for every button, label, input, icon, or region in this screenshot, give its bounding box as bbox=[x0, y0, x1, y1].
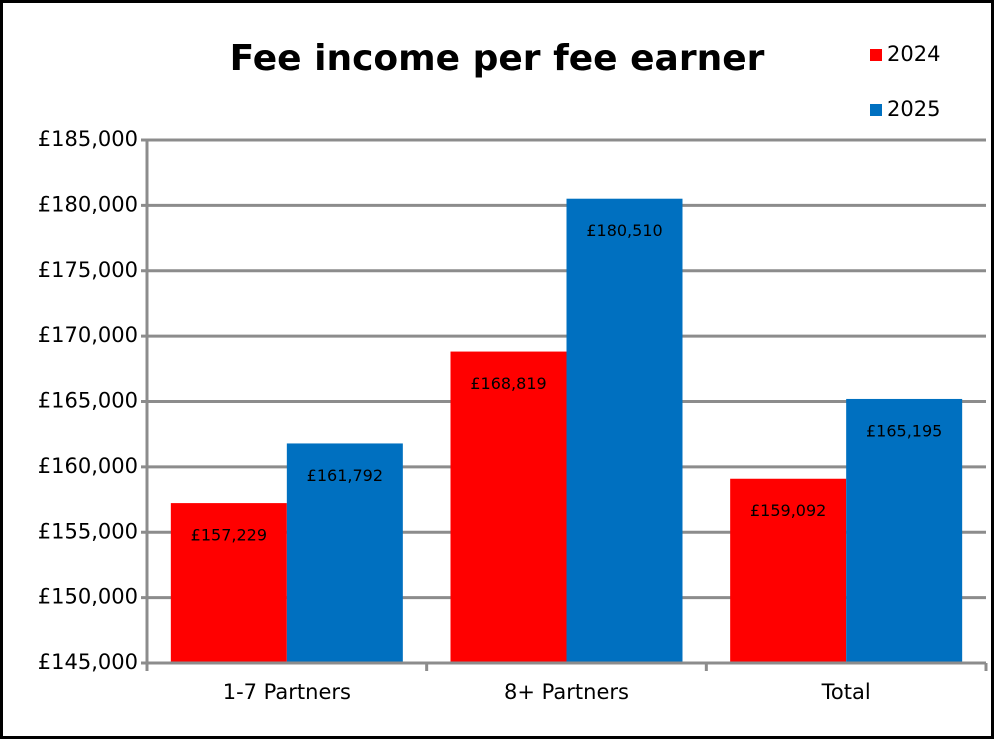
y-tick-label: £145,000 bbox=[38, 650, 138, 674]
x-tick-label: Total bbox=[821, 680, 871, 704]
bar bbox=[450, 351, 567, 663]
legend-label: 2025 bbox=[887, 97, 940, 121]
value-label: £165,195 bbox=[866, 421, 942, 440]
legend-swatch bbox=[870, 49, 882, 61]
value-label: £159,092 bbox=[750, 501, 826, 520]
bar bbox=[286, 443, 403, 663]
legend-label: 2024 bbox=[887, 42, 940, 66]
bar bbox=[730, 478, 847, 663]
x-tick-label: 8+ Partners bbox=[504, 680, 629, 704]
value-label: £180,510 bbox=[586, 221, 662, 240]
y-tick-label: £175,000 bbox=[38, 258, 138, 282]
bar bbox=[566, 198, 683, 663]
y-tick-label: £180,000 bbox=[38, 192, 138, 216]
y-tick-label: £150,000 bbox=[38, 585, 138, 609]
legend-swatch bbox=[870, 104, 882, 116]
bar bbox=[170, 503, 287, 663]
chart-title: Fee income per fee earner bbox=[230, 38, 765, 79]
bar bbox=[846, 398, 963, 663]
value-label: £161,792 bbox=[307, 466, 383, 485]
x-tick-label: 1-7 Partners bbox=[223, 680, 351, 704]
value-label: £157,229 bbox=[191, 526, 267, 545]
y-tick-label: £160,000 bbox=[38, 454, 138, 478]
y-tick-label: £155,000 bbox=[38, 519, 138, 543]
y-tick-label: £170,000 bbox=[38, 323, 138, 347]
y-tick-label: £185,000 bbox=[38, 127, 138, 151]
value-label: £168,819 bbox=[470, 374, 546, 393]
y-tick-label: £165,000 bbox=[38, 389, 138, 413]
